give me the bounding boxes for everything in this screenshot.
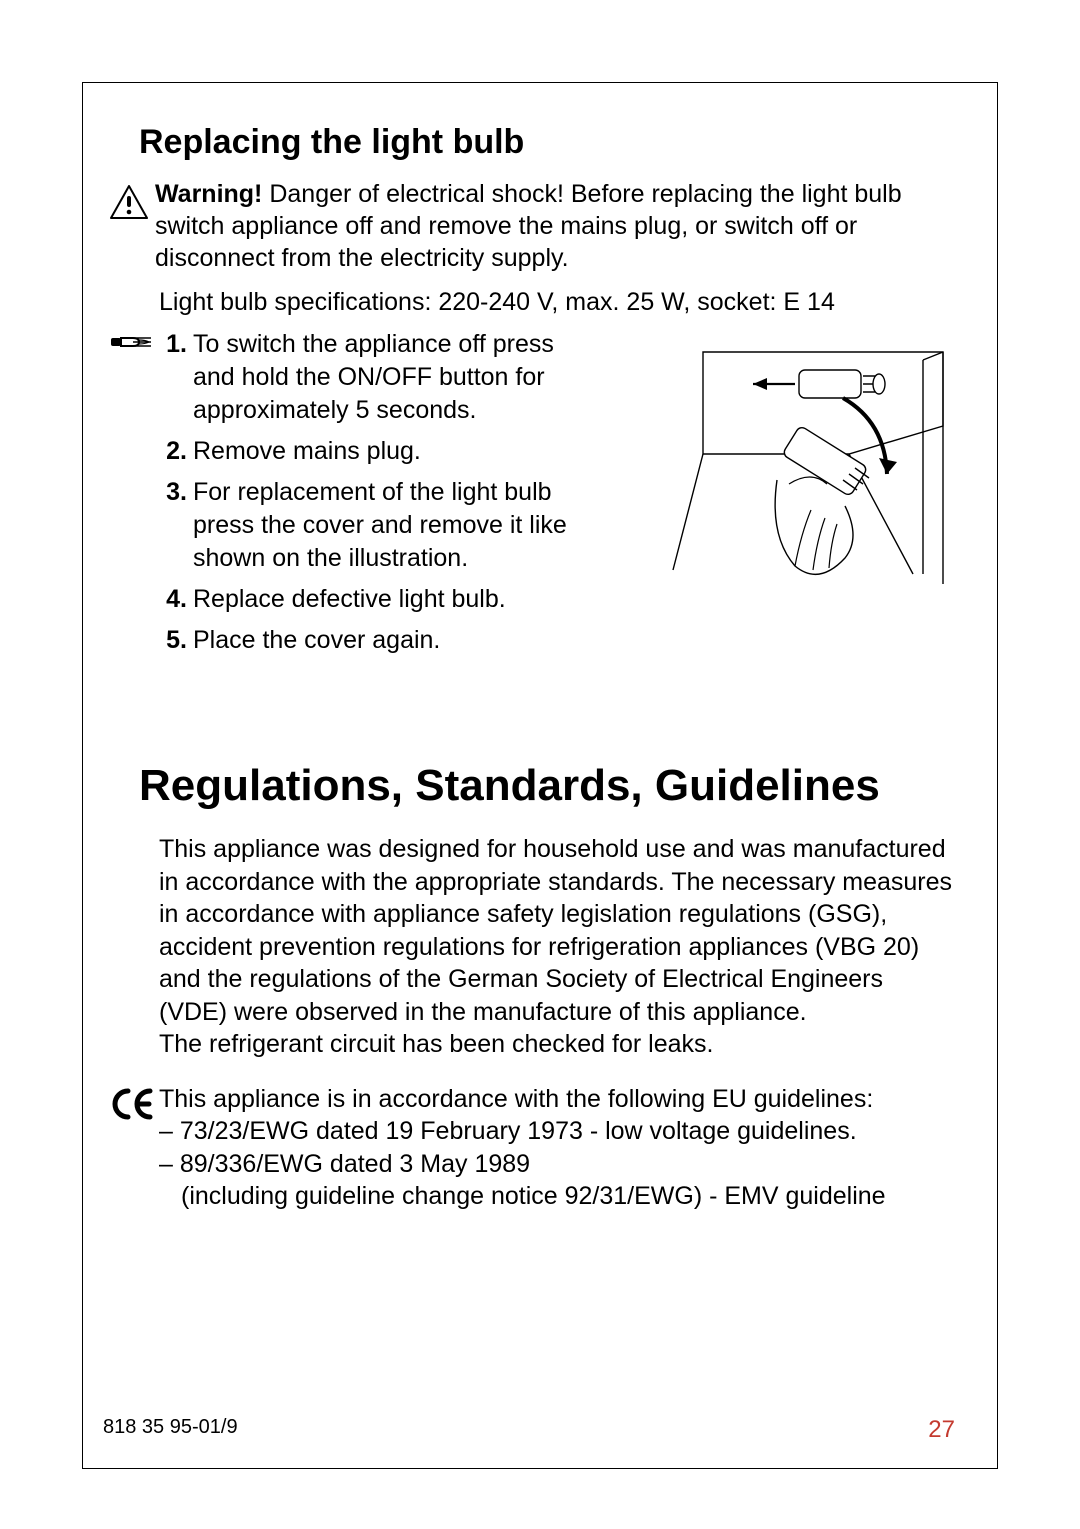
step-num: 4. bbox=[159, 583, 193, 616]
steps-row: 1. To switch the appliance off press and… bbox=[103, 328, 955, 665]
warning-block: Warning! Danger of electrical shock! Bef… bbox=[103, 178, 955, 274]
step-3: 3. For replacement of the light bulb pre… bbox=[103, 476, 603, 575]
ce-line2: – 89/336/EWG dated 3 May 1989 bbox=[159, 1148, 955, 1181]
step-num: 1. bbox=[159, 328, 193, 427]
doc-id: 818 35 95-01/9 bbox=[103, 1416, 238, 1444]
page-frame: Replacing the light bulb Warning! Danger… bbox=[82, 82, 998, 1469]
ce-text: This appliance is in accordance with the… bbox=[159, 1083, 955, 1213]
step-num: 5. bbox=[159, 624, 193, 657]
warning-triangle-icon bbox=[103, 178, 155, 220]
step-text: To switch the appliance off press and ho… bbox=[193, 328, 603, 427]
hand-pointer-icon bbox=[103, 328, 159, 427]
step-text: Place the cover again. bbox=[193, 624, 603, 657]
section-heading-bulb: Replacing the light bulb bbox=[139, 123, 955, 162]
page-number: 27 bbox=[928, 1416, 955, 1444]
main-heading-regs: Regulations, Standards, Guidelines bbox=[139, 761, 955, 811]
warning-label: Warning! bbox=[155, 180, 262, 208]
step-num: 3. bbox=[159, 476, 193, 575]
bulb-spec: Light bulb specifications: 220-240 V, ma… bbox=[159, 286, 955, 318]
step-2: 2. Remove mains plug. bbox=[103, 435, 603, 468]
ce-block: This appliance is in accordance with the… bbox=[103, 1083, 955, 1213]
ce-mark-icon bbox=[103, 1083, 159, 1121]
warning-text: Warning! Danger of electrical shock! Bef… bbox=[155, 178, 955, 274]
bulb-illustration bbox=[603, 328, 955, 599]
ce-intro: This appliance is in accordance with the… bbox=[159, 1083, 955, 1116]
step-text: Replace defective light bulb. bbox=[193, 583, 603, 616]
steps-list: 1. To switch the appliance off press and… bbox=[103, 328, 603, 665]
step-num: 2. bbox=[159, 435, 193, 468]
regs-paragraph: This appliance was designed for househol… bbox=[159, 833, 955, 1061]
step-text: Remove mains plug. bbox=[193, 435, 603, 468]
ce-line3: (including guideline change notice 92/31… bbox=[181, 1180, 955, 1213]
step-1: 1. To switch the appliance off press and… bbox=[103, 328, 603, 427]
step-5: 5. Place the cover again. bbox=[103, 624, 603, 657]
ce-line1: – 73/23/EWG dated 19 February 1973 - low… bbox=[159, 1115, 955, 1148]
page-footer: 818 35 95-01/9 27 bbox=[103, 1416, 955, 1444]
step-4: 4. Replace defective light bulb. bbox=[103, 583, 603, 616]
step-text: For replacement of the light bulb press … bbox=[193, 476, 603, 575]
warning-body: Danger of electrical shock! Before repla… bbox=[155, 180, 902, 272]
